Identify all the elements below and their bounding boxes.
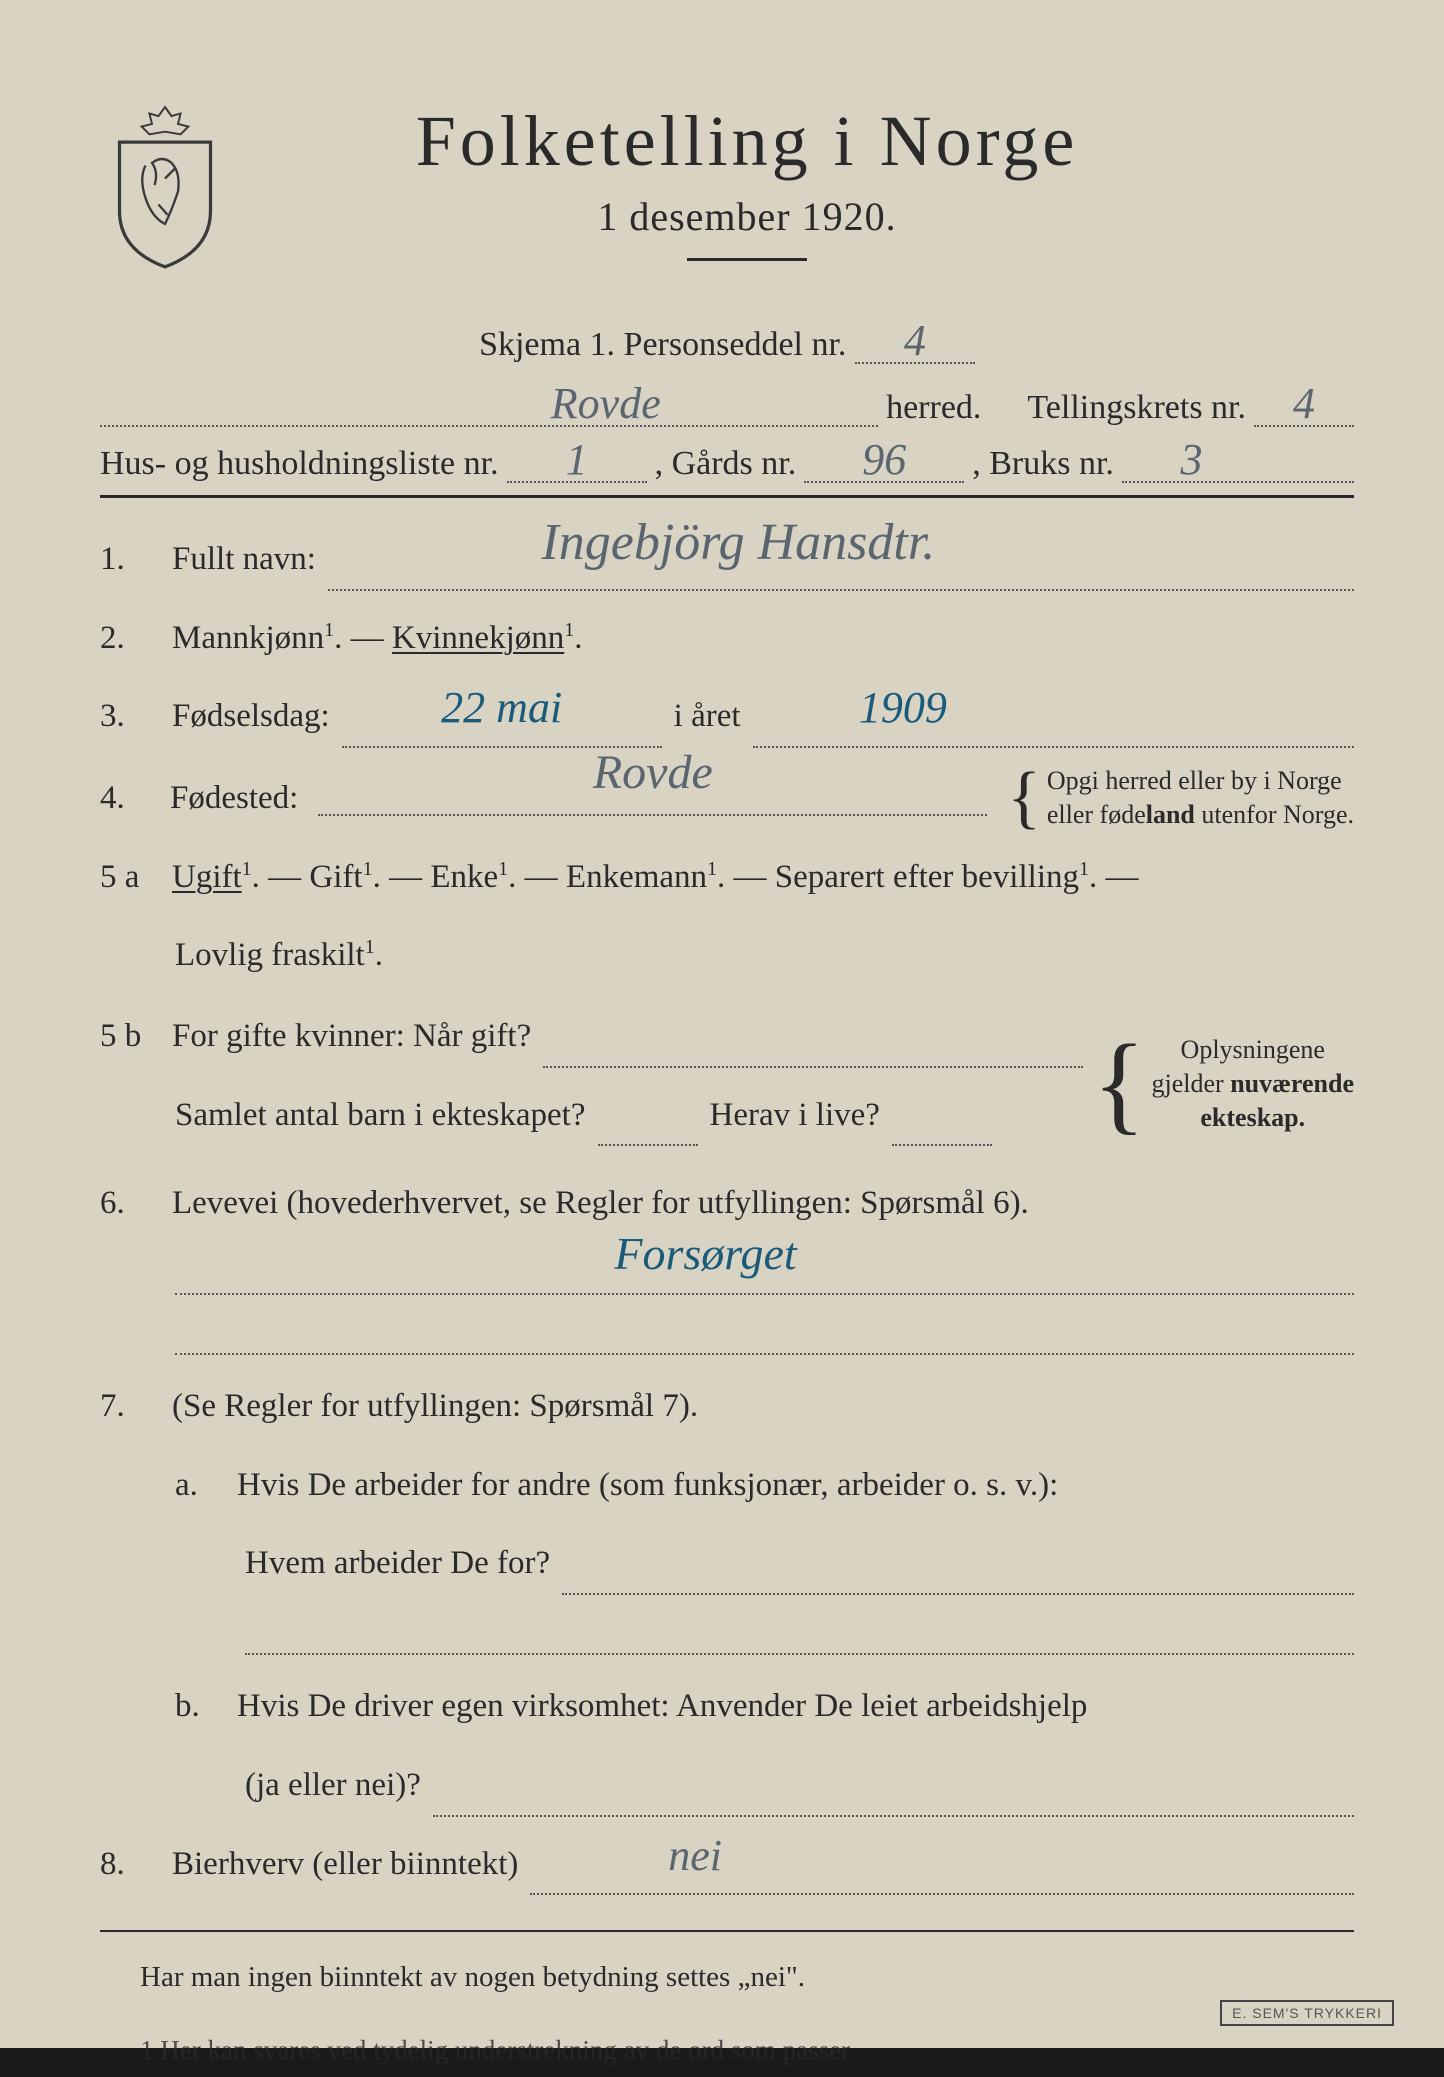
q4-label: Fødested:	[170, 767, 298, 830]
q5a-num: 5 a	[100, 846, 160, 909]
q5b-l2: Samlet antal barn i ekteskapet?	[175, 1084, 586, 1147]
q6-field2	[175, 1315, 1354, 1355]
q7-label: (Se Regler for utfyllingen: Spørsmål 7).	[172, 1375, 698, 1438]
title-rule	[687, 258, 807, 261]
coat-of-arms-icon	[100, 100, 230, 270]
q7a-field	[562, 1559, 1354, 1595]
q4-value: Rovde	[593, 727, 713, 818]
q6-field: Forsørget	[175, 1255, 1354, 1295]
q7-num: 7.	[100, 1375, 160, 1438]
hus-field: 1	[507, 447, 647, 483]
q4-num: 4.	[100, 767, 160, 830]
q1-value: Ingebjörg Hansdtr.	[541, 494, 935, 593]
q5b-num: 5 b	[100, 1005, 160, 1068]
meta-skjema: Skjema 1. Personseddel nr. 4	[100, 326, 1354, 364]
q3-label: Fødselsdag:	[172, 685, 330, 748]
q7-row: 7. (Se Regler for utfyllingen: Spørsmål …	[100, 1375, 1354, 1438]
q5b-aside: { Oplysningene gjelder nuværende ekteska…	[1093, 1033, 1354, 1134]
q8-label: Bierhverv (eller biinntekt)	[172, 1833, 518, 1896]
header: Folketelling i Norge 1 desember 1920.	[100, 100, 1354, 296]
gards-field: 96	[804, 447, 964, 483]
q7b-l1: Hvis De driver egen virksomhet: Anvender…	[237, 1675, 1087, 1738]
cutoff-text: 1 Her kan svares ved tydelig understrekn…	[100, 2025, 1354, 2076]
q6-label: Levevei (hovederhvervet, se Regler for u…	[172, 1172, 1029, 1235]
q5a-row2: Lovlig fraskilt1.	[100, 924, 1354, 987]
meta-hus: Hus- og husholdningsliste nr. 1 , Gårds …	[100, 445, 1354, 483]
q7a-row2: Hvem arbeider De for?	[100, 1532, 1354, 1595]
q7b-row: b. Hvis De driver egen virksomhet: Anven…	[100, 1675, 1354, 1738]
hus-value: 1	[566, 434, 588, 485]
q5b-aside-l1: Oplysningene	[1152, 1033, 1354, 1067]
q3-num: 3.	[100, 685, 160, 748]
q5b-row: 5 b For gifte kvinner: Når gift? Samlet …	[100, 1005, 1354, 1162]
gards-value: 96	[862, 434, 906, 485]
census-form-page: Folketelling i Norge 1 desember 1920. Sk…	[0, 0, 1444, 2048]
tellingskrets-value: 4	[1293, 378, 1315, 429]
bruks-label: , Bruks nr.	[972, 445, 1114, 483]
tellingskrets-field: 4	[1254, 391, 1354, 427]
q7b-l2: (ja eller nei)?	[245, 1754, 421, 1817]
q5a-row: 5 a Ugift1. — Gift1. — Enke1. — Enkemann…	[100, 846, 1354, 909]
footnote-rule	[100, 1930, 1354, 1932]
bruks-value: 3	[1181, 434, 1203, 485]
q3-year-value: 1909	[859, 666, 947, 750]
q5b-barn-field	[598, 1110, 698, 1146]
title-block: Folketelling i Norge 1 desember 1920.	[270, 100, 1354, 296]
q8-num: 8.	[100, 1833, 160, 1896]
q7a-field2	[245, 1615, 1354, 1655]
herred-label: herred.	[886, 389, 981, 427]
q1-label: Fullt navn:	[172, 528, 316, 591]
form-body: 1. Fullt navn: Ingebjörg Hansdtr. 2. Man…	[100, 528, 1354, 2077]
q5b-aside-l3: ekteskap.	[1152, 1101, 1354, 1135]
q4-aside-l2: eller fødeland utenfor Norge.	[1047, 798, 1354, 832]
q5b-l3: Herav i live?	[710, 1084, 880, 1147]
brace-icon: {	[1093, 1045, 1146, 1122]
q7a-l1: Hvis De arbeider for andre (som funksjon…	[237, 1454, 1058, 1517]
bruks-field: 3	[1122, 447, 1354, 483]
personseddel-value: 4	[904, 315, 926, 366]
footnote: Har man ingen biinntekt av nogen betydni…	[100, 1950, 1354, 2005]
herred-field: Rovde	[100, 391, 878, 427]
q4-row: 4. Fødested: Rovde { Opgi herred eller b…	[100, 764, 1354, 832]
q2-num: 2.	[100, 607, 160, 670]
skjema-label: Skjema 1. Personseddel nr.	[479, 326, 846, 363]
q4-aside: { Opgi herred eller by i Norge eller fød…	[1007, 764, 1354, 832]
q6-num: 6.	[100, 1172, 160, 1235]
personseddel-field: 4	[855, 328, 975, 364]
q5b-aside-l2: gjelder nuværende	[1152, 1067, 1354, 1101]
q5b-gift-field	[543, 1032, 1082, 1068]
q2-text: Mannkjønn1. — Kvinnekjønn1.	[172, 607, 583, 670]
tellingskrets-label: Tellingskrets nr.	[1027, 389, 1246, 427]
q8-field: nei	[530, 1859, 1354, 1895]
meta-herred: Rovde herred. Tellingskrets nr. 4	[100, 389, 1354, 427]
q4-field: Rovde	[318, 780, 987, 816]
q1-num: 1.	[100, 528, 160, 591]
herred-value: Rovde	[551, 378, 661, 429]
q6-value: Forsørget	[614, 1210, 796, 1297]
q7b-row2: (ja eller nei)?	[100, 1754, 1354, 1817]
q5a-text: Ugift1. — Gift1. — Enke1. — Enkemann1. —…	[172, 846, 1138, 909]
q4-aside-l1: Opgi herred eller by i Norge	[1047, 764, 1354, 798]
q7b-field	[433, 1781, 1354, 1817]
q7a-l2: Hvem arbeider De for?	[245, 1532, 550, 1595]
q5b-l1: For gifte kvinner: Når gift?	[172, 1005, 531, 1068]
gards-label: , Gårds nr.	[655, 445, 797, 483]
q1-field: Ingebjörg Hansdtr.	[328, 555, 1354, 591]
q3-day-value: 22 mai	[441, 666, 562, 750]
q2-row: 2. Mannkjønn1. — Kvinnekjønn1.	[100, 607, 1354, 670]
q7a-num: a.	[175, 1454, 225, 1517]
printer-stamp: E. SEM'S TRYKKERI	[1220, 2000, 1394, 2026]
q8-row: 8. Bierhverv (eller biinntekt) nei	[100, 1833, 1354, 1896]
hus-label: Hus- og husholdningsliste nr.	[100, 445, 499, 483]
q5b-live-field	[892, 1110, 992, 1146]
q8-value: nei	[668, 1814, 722, 1898]
q7a-row: a. Hvis De arbeider for andre (som funks…	[100, 1454, 1354, 1517]
q7b-num: b.	[175, 1675, 225, 1738]
q3-row: 3. Fødselsdag: 22 mai i året 1909	[100, 685, 1354, 748]
q3-year-field: 1909	[753, 712, 1354, 748]
q1-row: 1. Fullt navn: Ingebjörg Hansdtr.	[100, 528, 1354, 591]
subtitle: 1 desember 1920.	[270, 193, 1224, 240]
main-title: Folketelling i Norge	[270, 100, 1224, 183]
brace-icon: {	[1007, 773, 1041, 822]
